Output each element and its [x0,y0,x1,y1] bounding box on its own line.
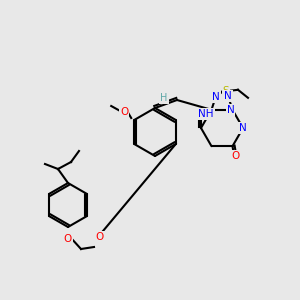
Text: S: S [223,86,229,96]
Text: O: O [120,107,128,117]
Text: N: N [226,105,234,115]
Text: N: N [239,123,247,133]
Text: N: N [212,92,220,102]
Text: O: O [96,232,104,242]
Text: NH: NH [198,109,214,119]
Text: N: N [224,91,232,101]
Text: O: O [64,234,72,244]
Text: H: H [160,93,168,103]
Text: O: O [231,151,240,161]
